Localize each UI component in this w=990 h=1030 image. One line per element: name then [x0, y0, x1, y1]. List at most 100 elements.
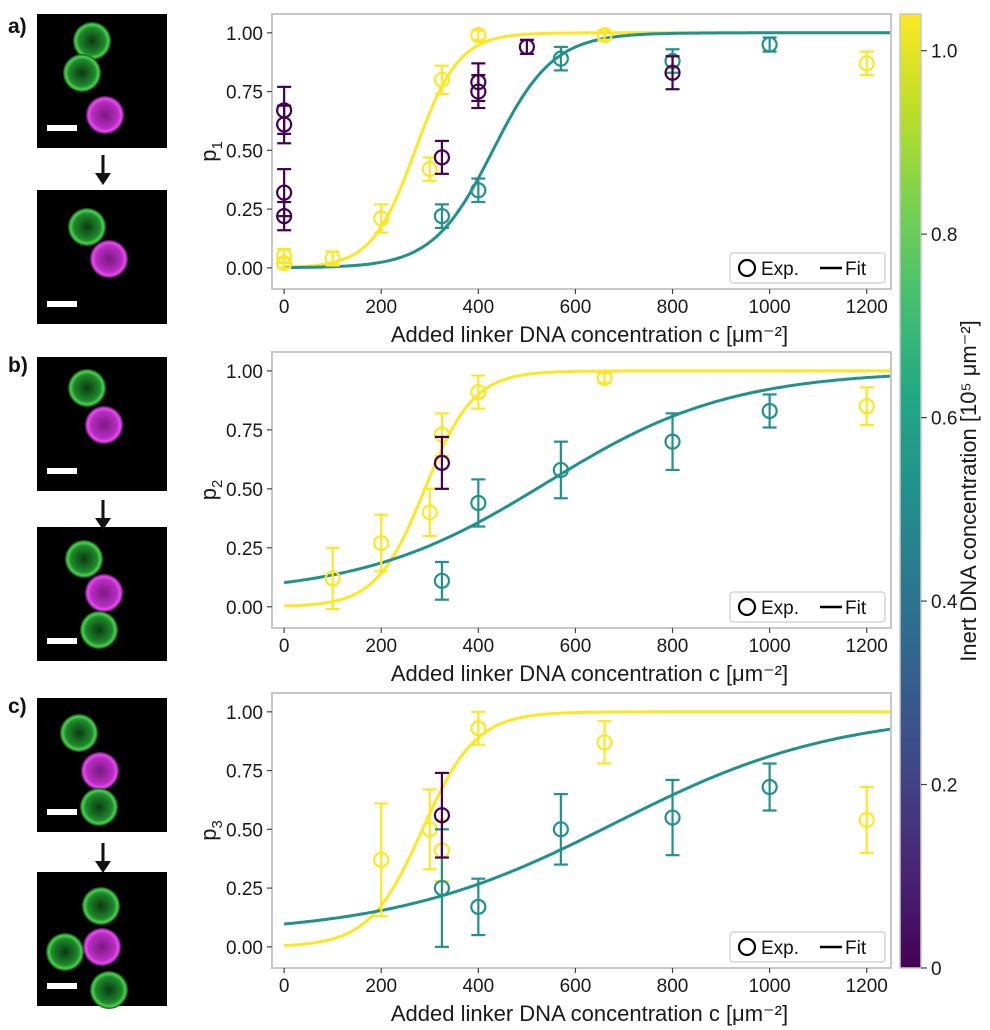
data-point — [373, 203, 390, 234]
y-tick-label: 0.50 — [226, 480, 263, 501]
x-tick-label: 1200 — [846, 636, 888, 657]
fit-curve — [283, 727, 890, 926]
marker — [324, 250, 341, 267]
green-droplet — [68, 369, 106, 407]
marker — [421, 504, 438, 521]
y-tick-label: 1.00 — [226, 24, 263, 45]
y-axis-label-main: p — [196, 488, 221, 500]
plot-frame — [271, 692, 892, 969]
data-point — [596, 720, 613, 765]
x-tick-label: 800 — [657, 636, 689, 657]
arrow-head — [95, 173, 111, 185]
scale-bar — [47, 638, 77, 644]
legend-fit-label: Fit — [845, 598, 867, 619]
x-tick-label: 1000 — [748, 636, 790, 657]
x-tick-label: 0 — [279, 636, 290, 657]
data-point — [552, 45, 569, 72]
legend-exp-label: Exp. — [761, 259, 799, 280]
legend-exp-label: Exp. — [761, 938, 799, 959]
marker — [761, 778, 778, 796]
legend-frame — [729, 931, 886, 963]
scale-bar — [47, 983, 77, 989]
panel-label: c) — [8, 695, 27, 718]
colorbar: 0 0.2 0.4 0.6 0.8 1.0 Inert DNA concentration … — [899, 13, 981, 980]
transition-arrow — [95, 155, 111, 185]
x-tick-label: 0 — [279, 297, 290, 318]
green-droplet — [82, 887, 120, 925]
marker — [858, 55, 875, 72]
marker — [552, 461, 569, 479]
x-tick-label: 0 — [279, 976, 290, 997]
x-tick-label: 600 — [560, 297, 592, 318]
data-point — [596, 27, 613, 44]
magenta-droplet — [86, 96, 124, 134]
data-point — [433, 771, 451, 859]
scale-bar — [47, 809, 77, 815]
data-point — [470, 374, 487, 410]
marker — [552, 821, 569, 838]
plot-frame — [271, 13, 892, 290]
plot-area — [283, 369, 890, 611]
data-point — [276, 247, 293, 265]
panel-label: b) — [8, 354, 28, 377]
data-point — [761, 36, 778, 53]
marker — [470, 494, 487, 512]
marker — [858, 811, 875, 829]
y-tick-label: 0.00 — [226, 938, 263, 959]
data-point — [858, 386, 875, 427]
marker — [664, 809, 681, 826]
data-point — [324, 546, 341, 611]
colorbar-label: Inert DNA concentration [10⁵ μm⁻²] — [956, 320, 981, 662]
marker — [596, 734, 613, 751]
y-tick-label: 0.00 — [226, 598, 263, 619]
colorbar-tick-label: 1.0 — [931, 42, 957, 63]
green-droplet — [80, 611, 118, 649]
fit-curve — [284, 710, 890, 947]
y-tick-label: 0.75 — [226, 421, 263, 442]
data-point — [858, 785, 875, 854]
y-axis-label-main: p — [196, 150, 221, 162]
data-point — [373, 802, 390, 918]
data-point — [276, 168, 293, 218]
data-point — [552, 440, 569, 500]
marker — [664, 64, 681, 81]
chart-panel-c: 0 200 400 600 800 1000 1200 0.00 0.25 0.50 0.75 1.0… — [8, 692, 892, 1026]
green-droplet — [46, 933, 84, 971]
data-point — [518, 38, 535, 56]
arrow-head — [95, 518, 111, 530]
y-tick-label: 0.25 — [226, 879, 263, 900]
scale-bar — [47, 125, 77, 131]
plot-frame — [271, 351, 892, 629]
micrograph-before — [37, 698, 167, 832]
y-axis-label: p1 — [196, 141, 226, 162]
data-point — [433, 560, 451, 601]
marker — [761, 36, 778, 53]
marker — [858, 398, 875, 415]
data-point — [470, 710, 487, 746]
marker — [470, 898, 487, 915]
marker — [518, 38, 535, 56]
y-tick-label: 0.25 — [226, 200, 263, 221]
marker — [373, 534, 390, 552]
colorbar-tick-label: 0.6 — [931, 409, 957, 430]
y-axis-label: p3 — [196, 820, 226, 841]
marker — [470, 384, 487, 401]
marker — [276, 247, 293, 265]
marker — [433, 71, 451, 88]
plot-area — [276, 27, 890, 272]
marker — [421, 161, 438, 178]
legend-marker — [737, 937, 757, 957]
micrograph-column — [37, 14, 167, 1009]
y-axis-label-sub: 1 — [209, 141, 226, 149]
data-point — [552, 792, 569, 866]
magenta-droplet — [81, 752, 119, 790]
data-point — [433, 435, 451, 490]
x-tick-label: 200 — [365, 976, 397, 997]
colorbar-tick-label: 0.4 — [931, 592, 958, 613]
magenta-droplet — [85, 574, 123, 612]
marker — [664, 433, 681, 450]
marker — [276, 184, 293, 201]
marker — [596, 27, 613, 44]
micrograph-after — [37, 872, 167, 1009]
marker — [470, 74, 487, 91]
